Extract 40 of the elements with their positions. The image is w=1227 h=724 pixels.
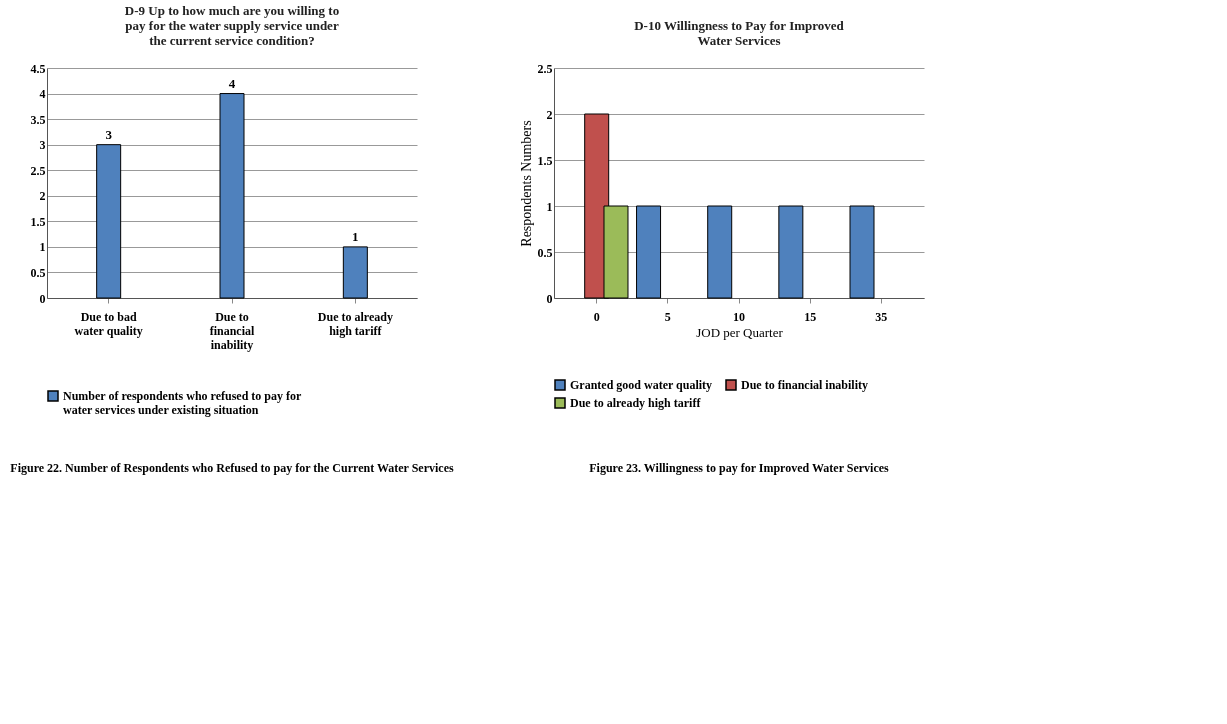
y-tick-label: 4 <box>39 87 46 102</box>
y-tick-label: 2 <box>39 189 46 204</box>
bar <box>96 144 122 299</box>
y-tick-label: 1 <box>546 199 553 214</box>
bar <box>342 246 368 299</box>
x-tick-label: Due to financial inability <box>209 309 255 352</box>
x-tick-label: 10 <box>733 309 745 324</box>
caption: Figure 22. Number of Respondents who Refused to pay for the Current Water Services <box>10 461 454 475</box>
y-tick-label: 1.5 <box>537 153 553 168</box>
y-tick-label: 0.5 <box>30 265 46 280</box>
legend-label: Number of respondents who refused to pay for water services under existing situation <box>63 389 303 417</box>
y-tick-label: 2.5 <box>537 61 553 76</box>
y-tick-label: 4.5 <box>30 61 46 76</box>
x-tick-label: 0 <box>593 309 600 324</box>
caption: Figure 23. Willingness to pay for Improved Water Services <box>589 461 890 475</box>
y-axis-title: Respondents Numbers <box>518 120 534 247</box>
data-label: 4 <box>228 75 236 91</box>
data-label: 1 <box>352 228 359 244</box>
legend-label: Due to financial inability <box>741 378 869 392</box>
x-tick-label: Due to already high tariff <box>317 309 393 338</box>
y-tick-label: 3 <box>39 138 46 153</box>
y-tick-label: 2.5 <box>30 163 46 178</box>
data-label: 3 <box>105 126 113 142</box>
x-tick-label: 5 <box>664 309 671 324</box>
y-tick-label: 0 <box>546 291 553 306</box>
y-tick-label: 0 <box>39 291 46 306</box>
y-tick-label: 3.5 <box>30 112 46 127</box>
x-tick-label: Due to bad water quality <box>74 309 143 338</box>
y-tick-label: 0.5 <box>537 245 553 260</box>
x-axis-title: JOD per Quarter <box>696 324 784 340</box>
legend-label: Due to already high tariff <box>570 396 702 410</box>
y-tick-label: 2 <box>546 107 553 122</box>
x-tick-label: 35 <box>875 309 888 324</box>
x-tick-label: 15 <box>804 309 817 324</box>
legend-label: Granted good water quality <box>570 378 713 392</box>
chart-title: D-9 Up to how much are you willing to pay for the water supply service under the current service condition? <box>124 3 340 48</box>
y-tick-label: 1.5 <box>30 214 46 229</box>
bar <box>219 93 245 299</box>
y-tick-label: 1 <box>39 240 46 255</box>
chart-title: D-10 Willingness to Pay for Improved Water Services <box>634 18 845 48</box>
